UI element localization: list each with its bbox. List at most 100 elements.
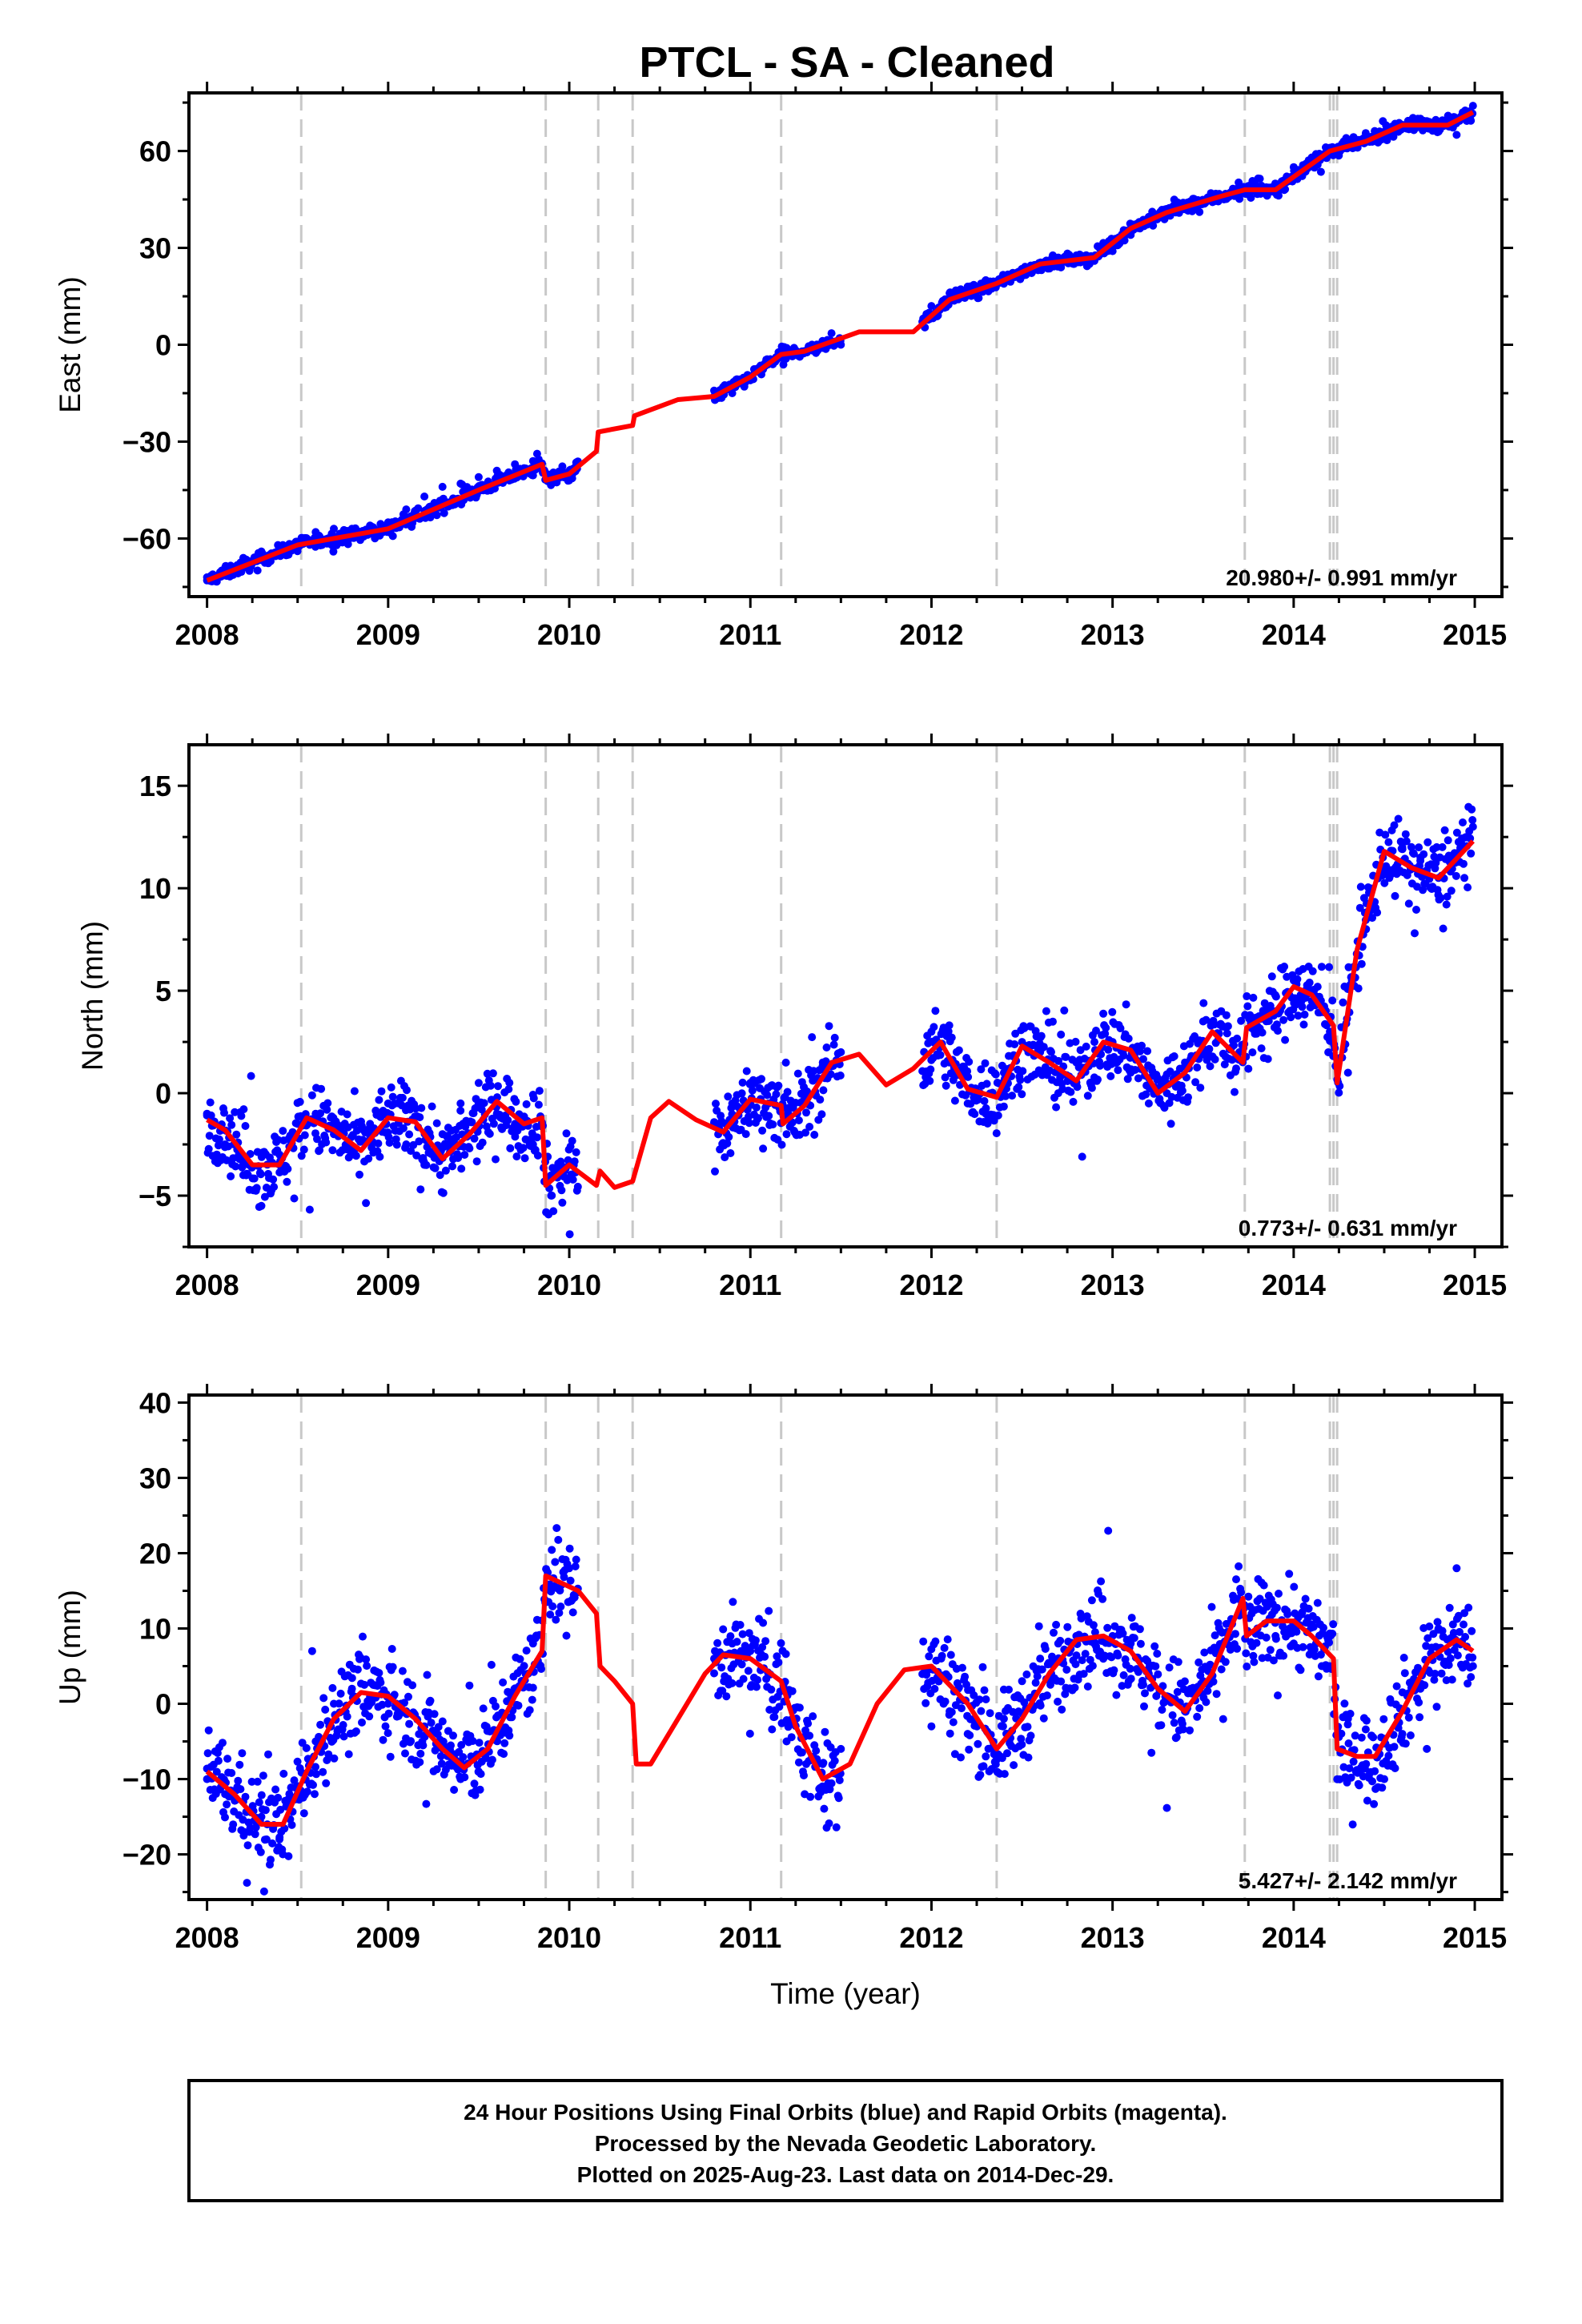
up-sample-point bbox=[366, 1699, 375, 1708]
up-data-point bbox=[259, 1887, 268, 1896]
north-data-point bbox=[485, 1129, 494, 1138]
north-y-tick-label: 0 bbox=[155, 1077, 171, 1110]
up-data-point bbox=[311, 1790, 319, 1799]
north-data-point bbox=[1069, 1097, 1078, 1106]
up-data-point bbox=[751, 1636, 760, 1645]
up-data-point bbox=[1250, 1658, 1259, 1667]
north-data-point bbox=[399, 1124, 408, 1132]
north-sample-point bbox=[1072, 1058, 1081, 1067]
up-data-point bbox=[1233, 1644, 1242, 1653]
up-data-point bbox=[1209, 1677, 1218, 1686]
north-data-point bbox=[794, 1116, 803, 1124]
up-sample-point bbox=[330, 1699, 338, 1708]
up-data-point bbox=[1344, 1739, 1353, 1747]
up-data-point bbox=[1444, 1661, 1453, 1670]
up-data-point bbox=[1406, 1731, 1415, 1739]
north-data-point bbox=[1354, 984, 1363, 993]
up-data-point bbox=[1206, 1660, 1215, 1669]
up-data-point bbox=[459, 1753, 468, 1762]
up-data-point bbox=[1211, 1631, 1219, 1640]
north-data-point bbox=[1328, 996, 1337, 1005]
up-data-point bbox=[299, 1809, 308, 1818]
north-data-point bbox=[1119, 1051, 1128, 1060]
north-sample-point bbox=[474, 1079, 483, 1088]
up-data-point bbox=[571, 1562, 580, 1570]
north-data-point bbox=[250, 1174, 259, 1183]
up-sample-point bbox=[1289, 1639, 1298, 1648]
up-data-point bbox=[835, 1776, 844, 1784]
up-y-tick-label: 0 bbox=[155, 1688, 171, 1721]
north-sample-point bbox=[837, 1047, 845, 1056]
north-data-point bbox=[1087, 1084, 1096, 1092]
north-data-point bbox=[1078, 1152, 1086, 1161]
north-data-point bbox=[533, 1151, 542, 1160]
up-data-point bbox=[227, 1769, 236, 1777]
north-data-point bbox=[456, 1106, 465, 1115]
up-data-point bbox=[1134, 1667, 1142, 1676]
up-data-point bbox=[1349, 1757, 1358, 1766]
up-data-point bbox=[821, 1727, 829, 1736]
east-x-tick-label: 2013 bbox=[1081, 618, 1145, 651]
up-sample-point bbox=[275, 1835, 284, 1844]
north-sample-point bbox=[982, 1109, 990, 1118]
north-data-point bbox=[1419, 886, 1427, 895]
up-data-point bbox=[788, 1687, 797, 1695]
up-data-point bbox=[1026, 1731, 1035, 1740]
up-data-point bbox=[738, 1630, 747, 1638]
north-data-point bbox=[1047, 1047, 1055, 1056]
up-data-point bbox=[1071, 1660, 1080, 1669]
north-data-point bbox=[439, 1188, 448, 1197]
chart-title: PTCL - SA - Cleaned bbox=[639, 38, 1054, 86]
north-sample-point bbox=[746, 1079, 755, 1088]
up-data-point bbox=[827, 1779, 836, 1787]
up-data-point bbox=[311, 1763, 319, 1771]
north-data-point bbox=[1439, 924, 1447, 933]
north-data-point bbox=[549, 1207, 558, 1216]
up-sample-point bbox=[1090, 1639, 1098, 1648]
up-data-point bbox=[759, 1618, 768, 1627]
up-data-point bbox=[1350, 1746, 1359, 1755]
east-x-tick-label: 2008 bbox=[175, 618, 239, 651]
north-data-point bbox=[1223, 1022, 1232, 1031]
up-data-point bbox=[1195, 1658, 1203, 1667]
east-data-point bbox=[440, 509, 448, 517]
north-sample-point bbox=[1054, 1089, 1062, 1098]
north-data-point bbox=[1300, 1010, 1309, 1019]
up-data-point bbox=[974, 1739, 982, 1748]
north-data-point bbox=[214, 1141, 223, 1150]
up-data-point bbox=[1038, 1665, 1046, 1674]
north-data-point bbox=[472, 1157, 481, 1166]
east-sample-point bbox=[1434, 127, 1443, 136]
up-data-point bbox=[236, 1785, 245, 1794]
up-data-point bbox=[710, 1669, 718, 1678]
up-data-point bbox=[761, 1637, 770, 1646]
up-sample-point bbox=[203, 1775, 211, 1783]
north-data-point bbox=[1057, 1030, 1066, 1039]
north-data-point bbox=[299, 1145, 308, 1154]
up-data-point bbox=[203, 1749, 212, 1758]
north-data-point bbox=[215, 1135, 223, 1144]
up-data-point bbox=[1024, 1753, 1033, 1762]
up-data-point bbox=[344, 1750, 353, 1759]
up-data-point bbox=[1243, 1663, 1251, 1671]
north-data-point bbox=[1263, 1055, 1272, 1063]
north-data-point bbox=[247, 1072, 255, 1080]
up-data-point bbox=[1430, 1675, 1439, 1684]
north-data-point bbox=[454, 1154, 463, 1162]
up-data-point bbox=[556, 1602, 565, 1611]
north-data-point bbox=[535, 1087, 544, 1096]
up-sample-point bbox=[565, 1564, 573, 1573]
north-data-point bbox=[1412, 906, 1420, 914]
up-data-point bbox=[1370, 1799, 1379, 1808]
up-data-point bbox=[360, 1680, 369, 1689]
up-data-point bbox=[775, 1703, 784, 1711]
east-y-tick-label: 0 bbox=[155, 329, 171, 362]
north-data-point bbox=[826, 1070, 835, 1079]
north-y-tick-label: 15 bbox=[139, 770, 171, 802]
north-data-point bbox=[226, 1114, 235, 1123]
north-data-point bbox=[204, 1144, 213, 1153]
east-sample-point bbox=[456, 479, 465, 488]
north-data-point bbox=[1199, 999, 1208, 1007]
north-y-tick-label: 10 bbox=[139, 872, 171, 905]
north-data-point bbox=[269, 1175, 278, 1184]
